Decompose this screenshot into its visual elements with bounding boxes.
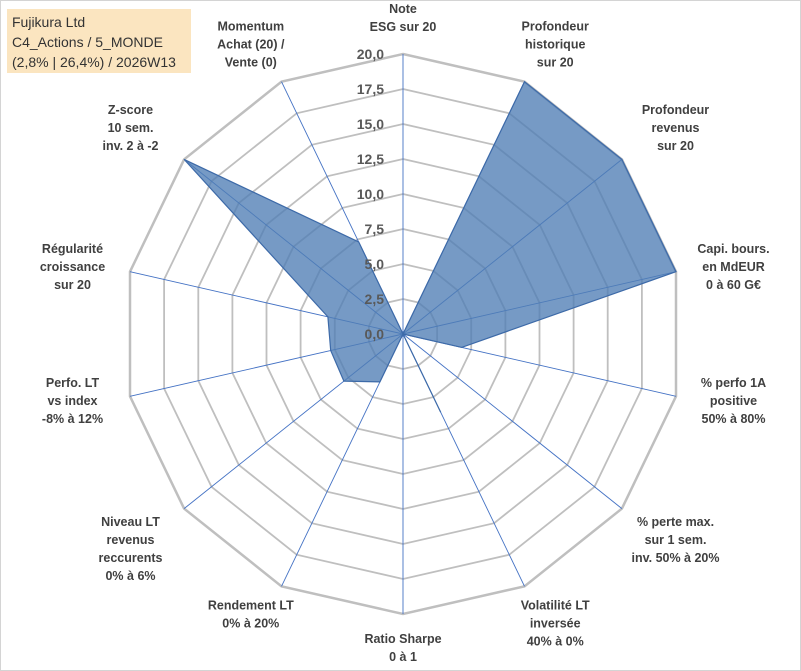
tick-label-8: 20,0 [357, 46, 384, 62]
title-company: Fujikura Ltd [12, 14, 86, 30]
category-label-6: Volatilité LT inversée 40% à 0% [521, 598, 590, 648]
category-label-1: Profondeur historique sur 20 [522, 20, 589, 70]
chart-title-box: Fujikura Ltd C4_Actions / 5_MONDE (2,8% … [7, 9, 191, 73]
title-portfolio: C4_Actions / 5_MONDE [12, 34, 163, 50]
category-label-5: % perte max. sur 1 sem. inv. 50% à 20% [631, 515, 719, 565]
tick-label-3: 7,5 [365, 221, 385, 237]
radar-tick-labels: 0,0 2,5 5,0 7,5 10,0 12,5 15,0 17,5 20,0 [357, 46, 384, 342]
radar-category-labels: Note ESG sur 20 Profondeur historique sur 20… [40, 2, 770, 664]
radar-series [183, 80, 677, 413]
title-stats: (2,8% | 26,4%) / 2026W13 [12, 54, 176, 70]
category-label-13: Momentum Achat (20) / Vente (0) [217, 20, 285, 70]
category-label-0: Note ESG sur 20 [370, 2, 437, 34]
tick-label-1: 2,5 [365, 291, 385, 307]
category-label-3: Capi. bours. en MdEUR 0 à 60 G€ [697, 242, 769, 292]
category-label-2: Profondeur revenus sur 20 [642, 103, 709, 153]
tick-label-6: 15,0 [357, 116, 384, 132]
category-label-12: Z-score 10 sem. inv. 2 à -2 [102, 103, 158, 153]
spoke-5 [402, 333, 623, 509]
series-area-0 [183, 80, 677, 413]
category-label-10: Perfo. LT vs index -8% à 12% [42, 376, 103, 426]
tick-label-7: 17,5 [357, 81, 384, 97]
category-label-11: Régularité croissance sur 20 [40, 242, 105, 292]
tick-label-4: 10,0 [357, 186, 384, 202]
category-label-7: Ratio Sharpe 0 à 1 [364, 632, 441, 664]
category-label-4: % perfo 1A positive 50% à 80% [701, 376, 766, 426]
tick-label-0: 0,0 [365, 326, 385, 342]
category-label-9: Niveau LT revenus reccurents 0% à 6% [99, 515, 163, 583]
tick-label-2: 5,0 [365, 256, 385, 272]
category-label-8: Rendement LT 0% à 20% [208, 598, 294, 630]
tick-label-5: 12,5 [357, 151, 384, 167]
